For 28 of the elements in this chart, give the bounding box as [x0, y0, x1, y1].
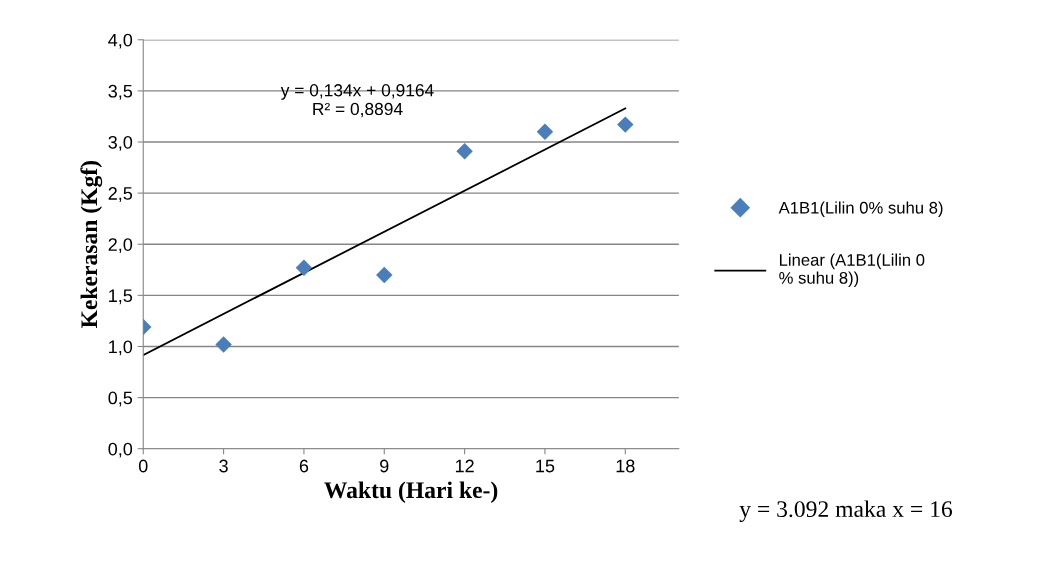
x-tick-label: 6 [299, 459, 309, 473]
point [295, 259, 313, 276]
y-tick-label: 2,5 [108, 187, 133, 202]
annotation: y = 0,134x + 0,9164 R² = 0,8894 [280, 84, 434, 118]
point [536, 123, 554, 140]
legend-label: A1B1(Lilin 0% suhu 8) [778, 201, 943, 217]
point [376, 266, 393, 284]
x-tick-label: 0 [138, 459, 148, 473]
y-tick-label: 3,0 [108, 135, 133, 151]
y-tick-label: 4,0 [108, 33, 133, 49]
y-tick-label: 0,0 [108, 442, 133, 458]
text: y = 3.092 maka x = 16 [739, 500, 953, 522]
y-axis-title: Kekerasan (Kgf) [80, 161, 103, 329]
x-tick-label: 15 [536, 459, 555, 473]
point [617, 116, 634, 133]
y-tick-label: 1,0 [109, 340, 133, 356]
x-tick-label: 12 [455, 459, 474, 473]
x-tick-label: 3 [219, 459, 228, 473]
x-axis-title: Waktu (Hari ke-) [324, 481, 498, 503]
y-tick-label: 1,5 [109, 289, 133, 305]
y-tick-label: 2,0 [108, 238, 133, 254]
y-tick-label: 0,5 [108, 391, 133, 407]
point [215, 336, 232, 353]
legend-label: Linear (A1B1(Lilin 0% suhu 8)) [779, 253, 925, 288]
point [456, 142, 473, 160]
y-tick-label: 3,5 [108, 84, 133, 100]
x-tick-label: 9 [380, 459, 389, 473]
x-tick-label: 18 [616, 459, 635, 473]
